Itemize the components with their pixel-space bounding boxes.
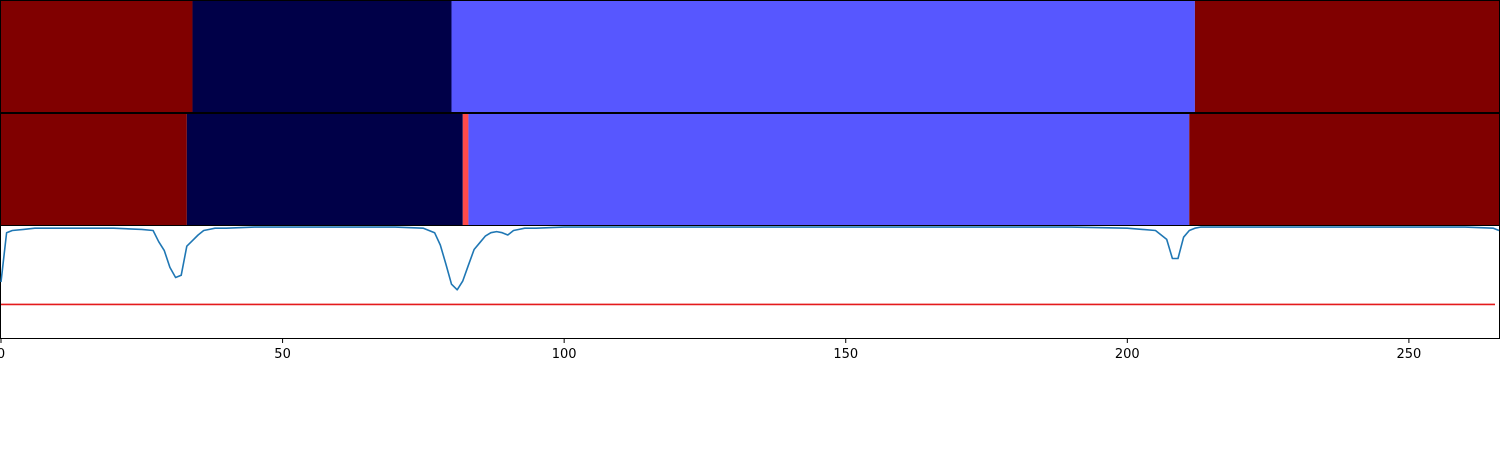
x-tick-label-100: 100 xyxy=(552,347,577,362)
x-tick-label-200: 200 xyxy=(1115,347,1140,362)
segment-row-1-segment-3 xyxy=(451,1,1195,112)
segment-row-1-segment-2 xyxy=(192,1,452,112)
x-tick-label-150: 150 xyxy=(833,347,858,362)
series-line xyxy=(0,226,1500,291)
x-axis: 0 50 100 150 200 250 xyxy=(0,338,1421,362)
segment-row-2-segment-3 xyxy=(462,114,469,225)
x-tick-label-50: 50 xyxy=(274,347,291,362)
x-tick-label-0: 0 xyxy=(0,347,5,362)
line-panel-frame xyxy=(0,225,1500,339)
segment-row-2 xyxy=(0,113,1500,226)
x-tick-label-250: 250 xyxy=(1396,347,1421,362)
line-panel xyxy=(0,225,1500,339)
segment-row-2-segment-4 xyxy=(468,114,1190,225)
segment-row-1-segment-1 xyxy=(1,1,193,112)
segment-row-1-segment-4 xyxy=(1194,1,1499,112)
segment-row-2-segment-5 xyxy=(1189,114,1499,225)
segment-row-2-segment-1 xyxy=(1,114,187,225)
segment-row-2-segment-2 xyxy=(186,114,463,225)
segment-row-1 xyxy=(0,0,1500,113)
